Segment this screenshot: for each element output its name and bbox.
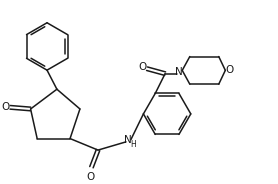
Text: O: O [138,62,147,72]
Text: H: H [130,140,136,149]
Text: N: N [124,135,131,145]
Text: N: N [175,67,183,77]
Text: O: O [2,102,10,112]
Text: O: O [226,65,234,75]
Text: O: O [87,172,95,182]
